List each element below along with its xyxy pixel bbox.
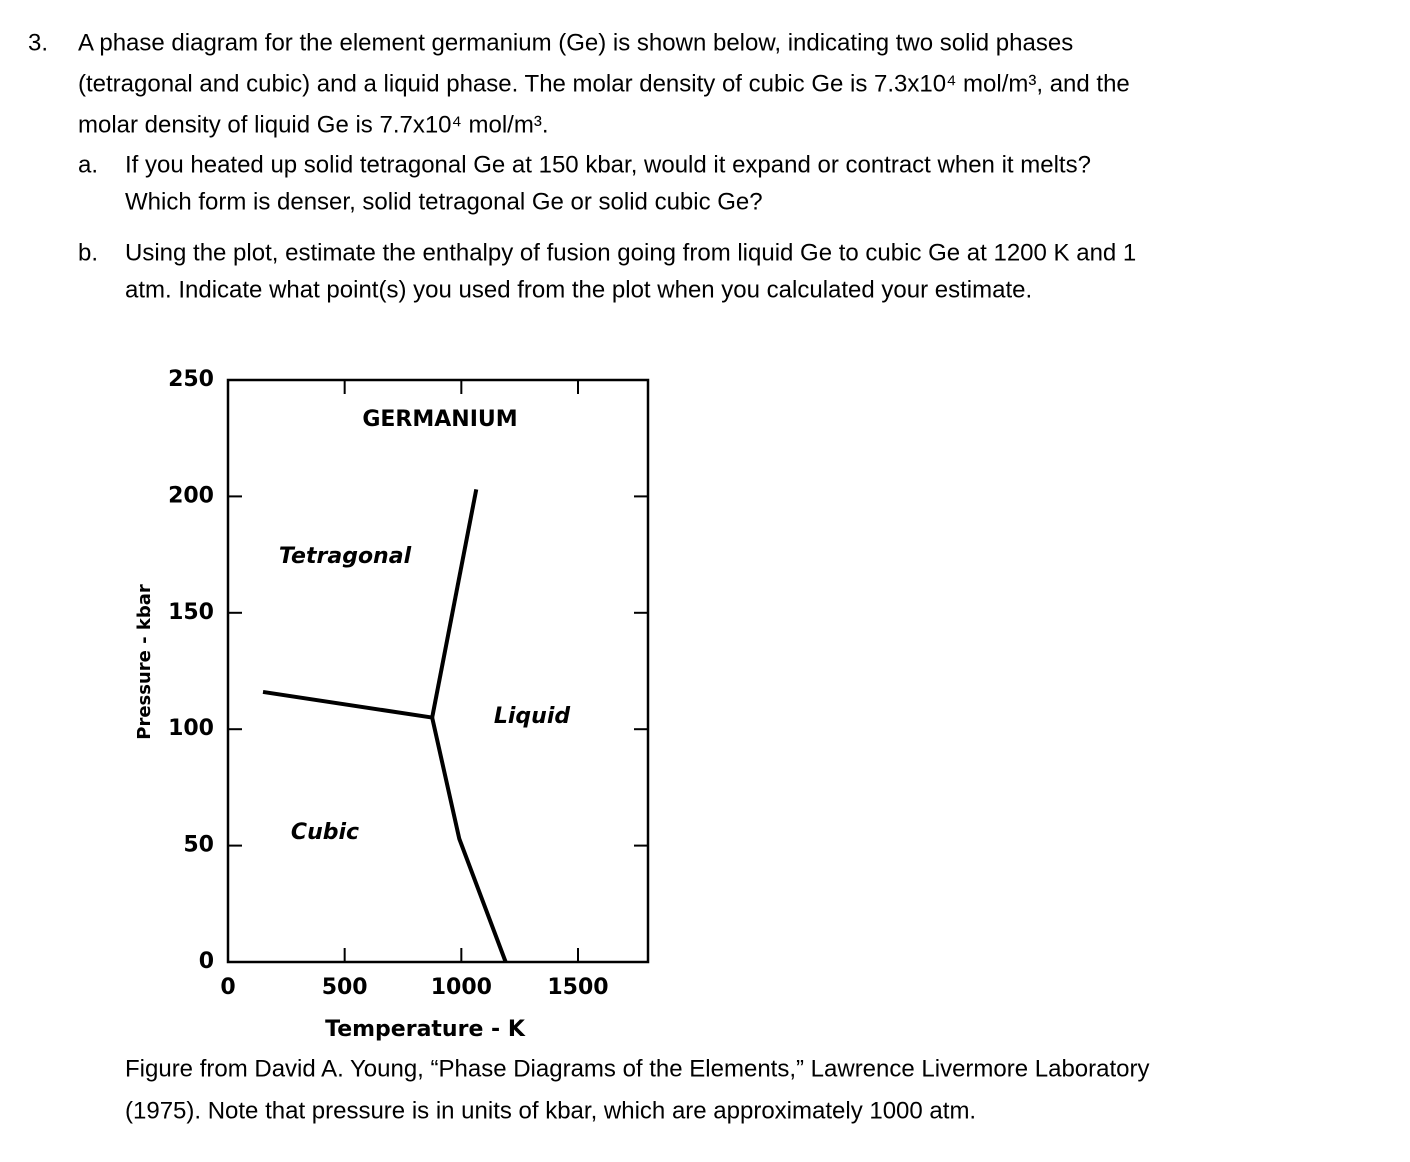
x-axis-label: Temperature - K xyxy=(325,1017,526,1042)
y-tick-label: 200 xyxy=(168,483,214,508)
y-tick-label: 100 xyxy=(168,716,214,741)
part-line: Using the plot, estimate the enthalpy of… xyxy=(125,239,1136,266)
region-label: Tetragonal xyxy=(279,544,412,569)
y-tick-label: 50 xyxy=(183,833,214,858)
x-tick-label: 1500 xyxy=(547,975,608,1000)
y-tick-label: 150 xyxy=(168,600,214,625)
y-axis-label: Pressure - kbar xyxy=(134,584,155,740)
phase-boundary xyxy=(262,689,433,720)
phase-boundary xyxy=(430,717,508,963)
chart-title: GERMANIUM xyxy=(362,407,517,432)
question-line: molar density of liquid Ge is 7.7x10⁴ mo… xyxy=(78,111,549,138)
region-label: Cubic xyxy=(291,820,359,845)
phase-boundary xyxy=(430,489,479,718)
caption-line: Figure from David A. Young, “Phase Diagr… xyxy=(125,1055,1150,1082)
x-tick-label: 0 xyxy=(220,975,235,1000)
y-tick-label: 0 xyxy=(199,949,214,974)
question-line: (tetragonal and cubic) and a liquid phas… xyxy=(78,70,1130,97)
question-number: 3. xyxy=(28,29,48,56)
x-tick-label: 1000 xyxy=(431,975,492,1000)
part-label: b. xyxy=(78,239,98,266)
region-label: Liquid xyxy=(494,704,571,729)
plot-frame xyxy=(226,378,650,964)
question-line: A phase diagram for the element germaniu… xyxy=(78,29,1073,56)
part-line: atm. Indicate what point(s) you used fro… xyxy=(125,276,1032,303)
part-line: If you heated up solid tetragonal Ge at … xyxy=(125,151,1091,178)
caption-line: (1975). Note that pressure is in units o… xyxy=(125,1097,976,1124)
part-label: a. xyxy=(78,151,98,178)
x-tick-label: 500 xyxy=(322,975,368,1000)
part-line: Which form is denser, solid tetragonal G… xyxy=(125,188,763,215)
y-tick-label: 250 xyxy=(168,367,214,392)
